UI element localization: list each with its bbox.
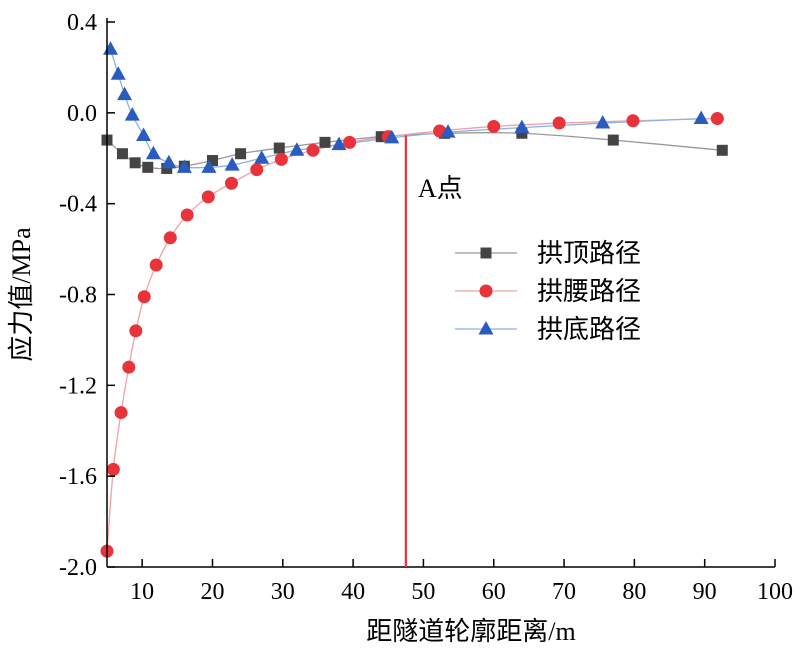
x-tick-label-7: 80 xyxy=(622,579,646,605)
data-point-s1-6 xyxy=(149,258,163,272)
data-point-s1-19 xyxy=(626,114,640,128)
data-point-s2-3 xyxy=(124,107,140,121)
data-point-s2-15 xyxy=(514,119,530,134)
x-tick-label-3: 40 xyxy=(341,579,365,605)
annotations: A点 xyxy=(404,135,463,567)
legend-marker-1 xyxy=(479,284,493,298)
x-axis-title: 距隧道轮廓距离/m xyxy=(366,617,575,646)
data-point-s1-3 xyxy=(122,360,136,374)
x-tick-label-9: 100 xyxy=(757,579,793,605)
data-point-s1-18 xyxy=(552,116,566,130)
data-point-s2-10 xyxy=(254,150,270,164)
x-tick-label-8: 90 xyxy=(693,579,717,605)
y-tick-label-6: 0.4 xyxy=(67,10,97,36)
data-point-s2-14 xyxy=(440,124,456,138)
data-point-s2-16 xyxy=(595,115,611,129)
legend-marker-2 xyxy=(478,321,494,335)
data-point-s1-4 xyxy=(129,324,143,338)
legend-label-1: 拱腰路径 xyxy=(537,277,641,306)
plot-area xyxy=(100,41,728,558)
data-point-s0-8 xyxy=(273,142,285,154)
data-point-s1-8 xyxy=(180,208,194,222)
y-axis-title: 应力值/MPa xyxy=(7,227,36,362)
x-tick-label-0: 10 xyxy=(130,579,154,605)
data-point-s2-1 xyxy=(110,66,126,80)
data-point-s1-1 xyxy=(106,462,120,476)
data-point-s2-4 xyxy=(136,127,152,142)
data-point-s0-2 xyxy=(129,157,141,169)
data-point-s1-20 xyxy=(710,112,724,126)
y-tick-label-2: -1.2 xyxy=(59,373,97,399)
data-point-s2-17 xyxy=(693,110,709,125)
annotation-label-0: A点 xyxy=(418,174,463,203)
legend-marker-0 xyxy=(480,247,492,259)
data-point-s0-7 xyxy=(235,148,247,160)
data-point-s1-2 xyxy=(114,406,128,420)
data-point-s1-14 xyxy=(343,135,357,149)
data-point-s1-11 xyxy=(250,163,264,177)
data-point-s1-5 xyxy=(137,290,151,304)
data-point-s2-6 xyxy=(161,154,177,169)
data-point-s2-11 xyxy=(289,142,305,156)
data-point-s0-1 xyxy=(116,148,128,160)
y-tick-label-3: -0.8 xyxy=(59,283,97,309)
y-tick-label-1: -1.6 xyxy=(59,464,97,490)
data-point-s2-7 xyxy=(176,159,192,173)
x-tick-label-5: 60 xyxy=(482,579,506,605)
data-point-s0-13 xyxy=(607,134,619,146)
data-point-s0-10 xyxy=(375,131,387,143)
data-point-s2-13 xyxy=(384,129,400,144)
data-point-s0-12 xyxy=(516,127,528,139)
data-point-s1-7 xyxy=(163,231,177,245)
legend-label-2: 拱底路径 xyxy=(537,315,641,344)
data-point-s2-2 xyxy=(117,86,133,101)
x-tick-label-1: 20 xyxy=(200,579,224,605)
data-point-s2-9 xyxy=(224,157,240,171)
data-point-s0-6 xyxy=(206,155,218,167)
data-point-s0-14 xyxy=(716,144,728,156)
y-tick-label-5: 0.0 xyxy=(67,101,97,127)
y-tick-label-4: -0.4 xyxy=(59,192,97,218)
data-point-s2-8 xyxy=(201,159,217,173)
data-point-s2-0 xyxy=(103,41,119,55)
data-point-s1-13 xyxy=(306,143,320,157)
series-line-0 xyxy=(106,131,723,170)
data-point-s1-12 xyxy=(274,152,288,166)
data-point-s2-12 xyxy=(331,136,347,151)
axes: 应力值/MPa 距隧道轮廓距离/m 10 20 30 40 50 60 70 80 90 100 -… xyxy=(7,10,793,646)
x-tick-label-6: 70 xyxy=(552,579,576,605)
data-point-s0-3 xyxy=(142,161,154,173)
data-point-s1-17 xyxy=(487,119,501,133)
x-tick-label-2: 30 xyxy=(271,579,295,605)
data-point-s0-4 xyxy=(161,162,173,174)
data-point-s2-5 xyxy=(145,145,161,160)
data-point-s1-10 xyxy=(224,176,238,190)
legend-label-0: 拱顶路径 xyxy=(537,239,641,268)
x-tick-label-4: 50 xyxy=(411,579,435,605)
data-point-s1-9 xyxy=(201,190,215,204)
data-point-s0-9 xyxy=(319,136,331,148)
y-tick-label-0: -2.0 xyxy=(59,555,97,581)
